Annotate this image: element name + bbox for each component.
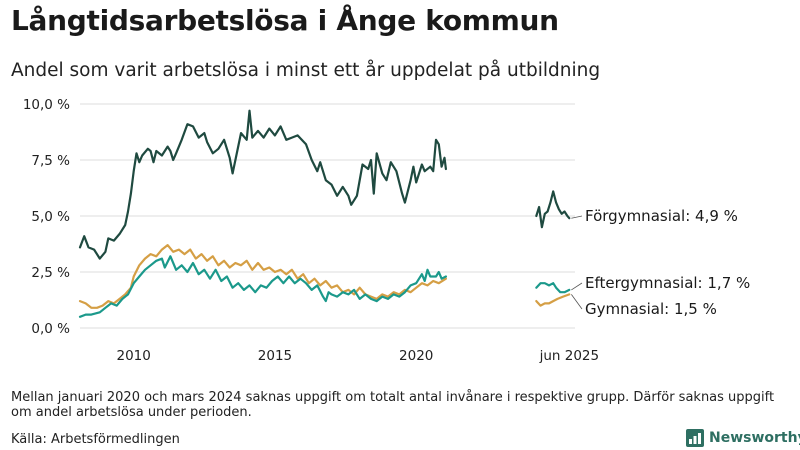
brand-logo: Newsworthy — [686, 429, 800, 447]
brand-name: Newsworthy — [709, 430, 800, 446]
end-label-eftergymnasial: Eftergymnasial: 1,7 % — [585, 274, 750, 292]
series-group — [78, 109, 571, 318]
y-axis: 0,0 % 2,5 % 5,0 % 7,5 % 10,0 % — [23, 97, 70, 337]
chart-subtitle: Andel som varit arbetslösa i minst ett å… — [11, 60, 601, 81]
line-chart: 0,0 % 2,5 % 5,0 % 7,5 % 10,0 % 2010 2015 2020 j… — [23, 97, 750, 364]
series-line-gymnasial — [78, 244, 447, 309]
series-line-forgymnasial — [78, 109, 447, 260]
series-line-gymnasial — [535, 293, 571, 307]
y-tick-label: 2,5 % — [31, 265, 70, 281]
label-connector — [571, 294, 583, 310]
x-tick-label: 2010 — [117, 348, 151, 364]
series-line-eftergymnasial — [535, 282, 571, 294]
newsworthy-chart-icon — [686, 429, 704, 447]
x-tick-label: 2020 — [399, 348, 433, 364]
y-tick-label: 5,0 % — [31, 209, 70, 225]
y-tick-label: 7,5 % — [31, 153, 70, 169]
x-tick-label: jun 2025 — [539, 348, 600, 364]
series-line-forgymnasial — [535, 190, 571, 229]
y-tick-label: 0,0 % — [31, 321, 70, 337]
end-label-forgymnasial: Förgymnasial: 4,9 % — [585, 207, 738, 225]
label-connector — [571, 282, 583, 291]
end-label-gymnasial: Gymnasial: 1,5 % — [585, 300, 717, 318]
end-labels: Förgymnasial: 4,9 % Eftergymnasial: 1,7 %… — [571, 207, 750, 318]
x-tick-label: 2015 — [258, 348, 292, 364]
series-line-eftergymnasial — [78, 255, 447, 318]
chart-title: Långtidsarbetslösa i Ånge kommun — [11, 4, 559, 37]
x-axis: 2010 2015 2020 jun 2025 — [117, 348, 600, 364]
y-tick-label: 10,0 % — [23, 97, 70, 113]
grid — [80, 103, 575, 329]
source-text: Källa: Arbetsförmedlingen — [11, 432, 180, 447]
label-connector — [571, 215, 583, 219]
footnote: Mellan januari 2020 och mars 2024 saknas… — [11, 390, 775, 420]
